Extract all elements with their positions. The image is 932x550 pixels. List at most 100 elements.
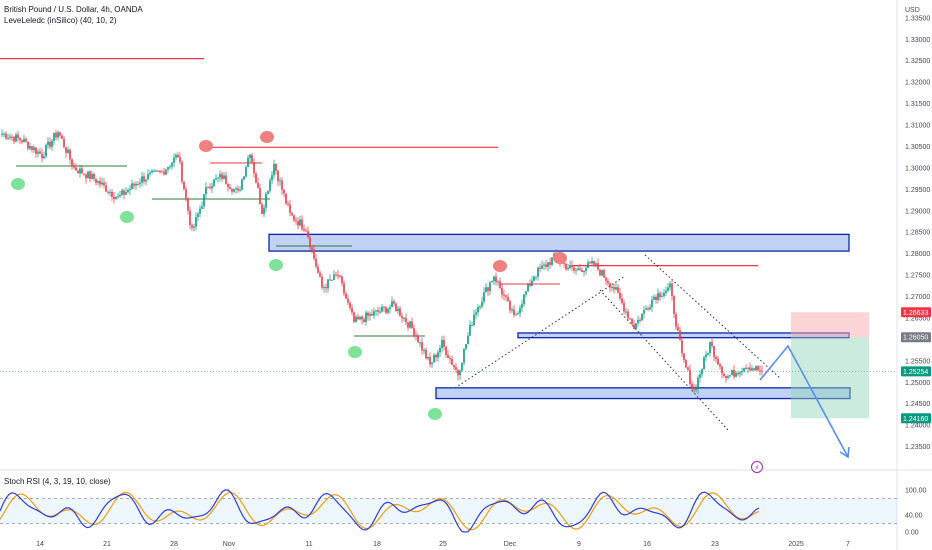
candle[interactable]: [661, 292, 663, 298]
candle[interactable]: [45, 143, 47, 159]
candle[interactable]: [345, 292, 347, 299]
candle[interactable]: [25, 136, 27, 144]
candle[interactable]: [461, 362, 463, 372]
candle[interactable]: [627, 309, 629, 321]
candle[interactable]: [527, 283, 529, 292]
candle[interactable]: [71, 158, 73, 170]
candle[interactable]: [729, 375, 731, 378]
candle[interactable]: [629, 317, 631, 320]
candle[interactable]: [409, 320, 411, 329]
candle[interactable]: [209, 183, 211, 190]
candle[interactable]: [335, 272, 337, 277]
candle[interactable]: [347, 294, 349, 306]
price-zone[interactable]: [268, 233, 850, 252]
price-badge[interactable]: 1.25254: [901, 366, 931, 377]
candle[interactable]: [577, 265, 579, 271]
candle[interactable]: [593, 260, 595, 267]
candle[interactable]: [171, 162, 173, 170]
candle[interactable]: [371, 309, 373, 317]
candle[interactable]: [615, 282, 617, 291]
candle[interactable]: [343, 280, 345, 297]
candle[interactable]: [489, 281, 491, 295]
candle[interactable]: [275, 163, 277, 175]
candle[interactable]: [227, 183, 229, 192]
candle[interactable]: [23, 134, 25, 143]
candle[interactable]: [77, 169, 79, 174]
candle[interactable]: [373, 307, 375, 320]
currency-label[interactable]: USD: [905, 7, 920, 14]
candle[interactable]: [419, 341, 421, 348]
candle[interactable]: [147, 169, 149, 181]
candle[interactable]: [547, 262, 549, 272]
candle[interactable]: [485, 282, 487, 293]
candle[interactable]: [121, 188, 123, 197]
candle[interactable]: [691, 380, 693, 391]
candle[interactable]: [685, 359, 687, 369]
candle[interactable]: [65, 147, 67, 158]
candle[interactable]: [129, 184, 131, 195]
candle[interactable]: [67, 146, 69, 155]
candle[interactable]: [55, 130, 57, 141]
candle[interactable]: [37, 149, 39, 158]
candle[interactable]: [723, 372, 725, 378]
candle[interactable]: [157, 169, 159, 173]
candle[interactable]: [259, 183, 261, 205]
candle[interactable]: [737, 371, 739, 377]
candle[interactable]: [311, 246, 313, 254]
candle[interactable]: [465, 344, 467, 351]
candle[interactable]: [369, 311, 371, 321]
candle[interactable]: [681, 336, 683, 358]
candle[interactable]: [749, 362, 751, 372]
candle[interactable]: [307, 226, 309, 239]
candle[interactable]: [689, 364, 691, 388]
candle[interactable]: [295, 217, 297, 225]
candle[interactable]: [529, 279, 531, 288]
candle[interactable]: [551, 256, 553, 267]
candle[interactable]: [655, 294, 657, 305]
candle[interactable]: [571, 260, 573, 272]
candle[interactable]: [659, 290, 661, 301]
candle[interactable]: [755, 365, 757, 372]
candle[interactable]: [365, 310, 367, 326]
candle[interactable]: [453, 364, 455, 371]
candle[interactable]: [677, 323, 679, 332]
candle[interactable]: [391, 296, 393, 308]
candle[interactable]: [521, 299, 523, 312]
candle[interactable]: [503, 290, 505, 301]
candle[interactable]: [511, 306, 513, 314]
candle[interactable]: [289, 200, 291, 216]
candle[interactable]: [497, 279, 499, 287]
candle[interactable]: [253, 158, 255, 178]
candle[interactable]: [53, 132, 55, 145]
candle[interactable]: [7, 133, 9, 140]
candle[interactable]: [161, 169, 163, 173]
candle[interactable]: [133, 181, 135, 190]
candle[interactable]: [505, 294, 507, 301]
candle[interactable]: [15, 132, 17, 143]
candle[interactable]: [477, 304, 479, 317]
candle[interactable]: [493, 275, 495, 285]
candle[interactable]: [539, 263, 541, 272]
symbol-title[interactable]: British Pound / U.S. Dollar, 4h, OANDA: [4, 5, 143, 14]
candle[interactable]: [243, 175, 245, 181]
candle[interactable]: [357, 313, 359, 320]
candle[interactable]: [103, 178, 105, 189]
candle[interactable]: [717, 355, 719, 366]
candle[interactable]: [101, 177, 103, 186]
candle[interactable]: [605, 276, 607, 286]
candle[interactable]: [9, 133, 11, 141]
candle[interactable]: [653, 294, 655, 301]
candle[interactable]: [27, 141, 29, 151]
candle[interactable]: [383, 306, 385, 312]
candle[interactable]: [427, 355, 429, 361]
candle[interactable]: [573, 265, 575, 274]
candle[interactable]: [57, 130, 59, 141]
candle[interactable]: [585, 265, 587, 275]
candle[interactable]: [297, 217, 299, 230]
candle[interactable]: [285, 193, 287, 206]
candle[interactable]: [713, 345, 715, 362]
candle[interactable]: [59, 131, 61, 138]
candle[interactable]: [309, 233, 311, 251]
candle[interactable]: [233, 188, 235, 194]
candle[interactable]: [271, 171, 273, 185]
